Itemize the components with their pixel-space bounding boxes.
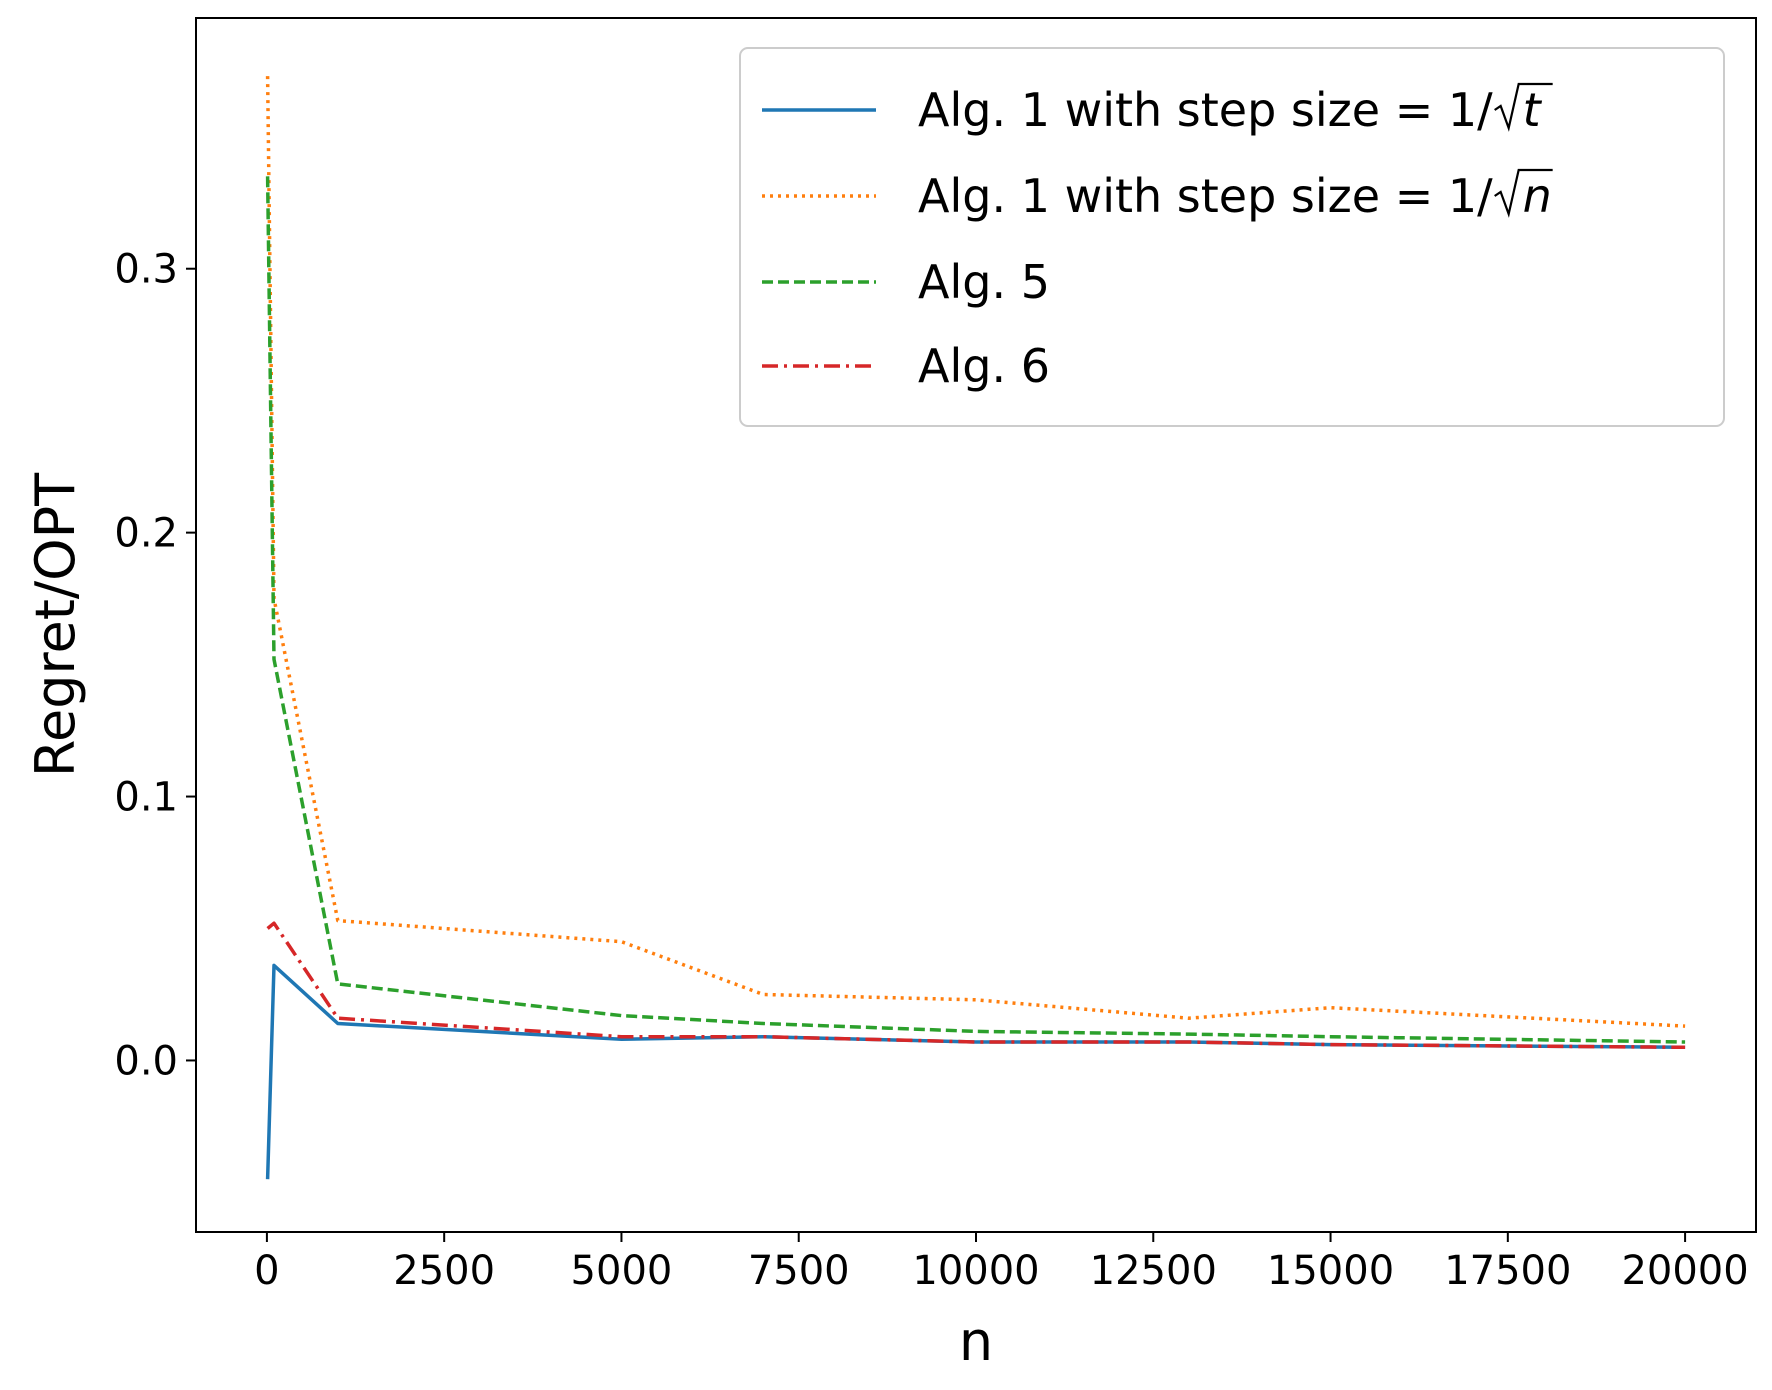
x-axis-label: n bbox=[959, 1310, 993, 1373]
x-tick-label: 17500 bbox=[1444, 1248, 1571, 1294]
legend-label-3: Alg. 5 bbox=[918, 255, 1050, 309]
x-tick-label: 5000 bbox=[571, 1248, 673, 1294]
x-tick-label: 20000 bbox=[1621, 1248, 1748, 1294]
x-axis-ticks: 0 2500 5000 7500 10000 12500 15000 17500 20000 bbox=[254, 1232, 1749, 1294]
series-layer bbox=[265, 76, 1686, 1180]
x-tick-label: 15000 bbox=[1267, 1248, 1394, 1294]
legend-label-2: Alg. 1 with step size = 1/ bbox=[918, 169, 1493, 223]
x-tick-label: 2500 bbox=[393, 1248, 495, 1294]
legend-box bbox=[739, 47, 1725, 427]
legend-label-4: Alg. 6 bbox=[918, 339, 1050, 393]
y-axis-ticks: 0.0 0.1 0.2 0.3 bbox=[114, 247, 196, 1084]
legend-radicand-1: t bbox=[1523, 83, 1543, 137]
x-tick-label: 12500 bbox=[1090, 1248, 1217, 1294]
series-line-3 bbox=[265, 176, 1686, 1044]
x-tick-label: 7500 bbox=[748, 1248, 850, 1294]
series-line-1 bbox=[265, 963, 1686, 1180]
sqrt-symbol bbox=[1494, 168, 1553, 218]
y-tick-label: 0.2 bbox=[114, 511, 178, 557]
y-tick-label: 0.1 bbox=[114, 775, 178, 821]
legend-label-1: Alg. 1 with step size = 1/ bbox=[918, 83, 1493, 137]
y-axis-label: Regret/OPT bbox=[24, 472, 87, 777]
sqrt-symbol bbox=[1494, 82, 1553, 132]
x-tick-label: 0 bbox=[254, 1248, 279, 1294]
y-tick-label: 0.3 bbox=[114, 247, 178, 293]
y-tick-label: 0.0 bbox=[114, 1038, 178, 1084]
legend: Alg. 1 with step size = 1/t Alg. 1 with s… bbox=[739, 47, 1725, 427]
legend-radicand-2: n bbox=[1523, 169, 1552, 223]
x-tick-label: 10000 bbox=[912, 1248, 1039, 1294]
series-line-4 bbox=[266, 921, 1686, 1050]
